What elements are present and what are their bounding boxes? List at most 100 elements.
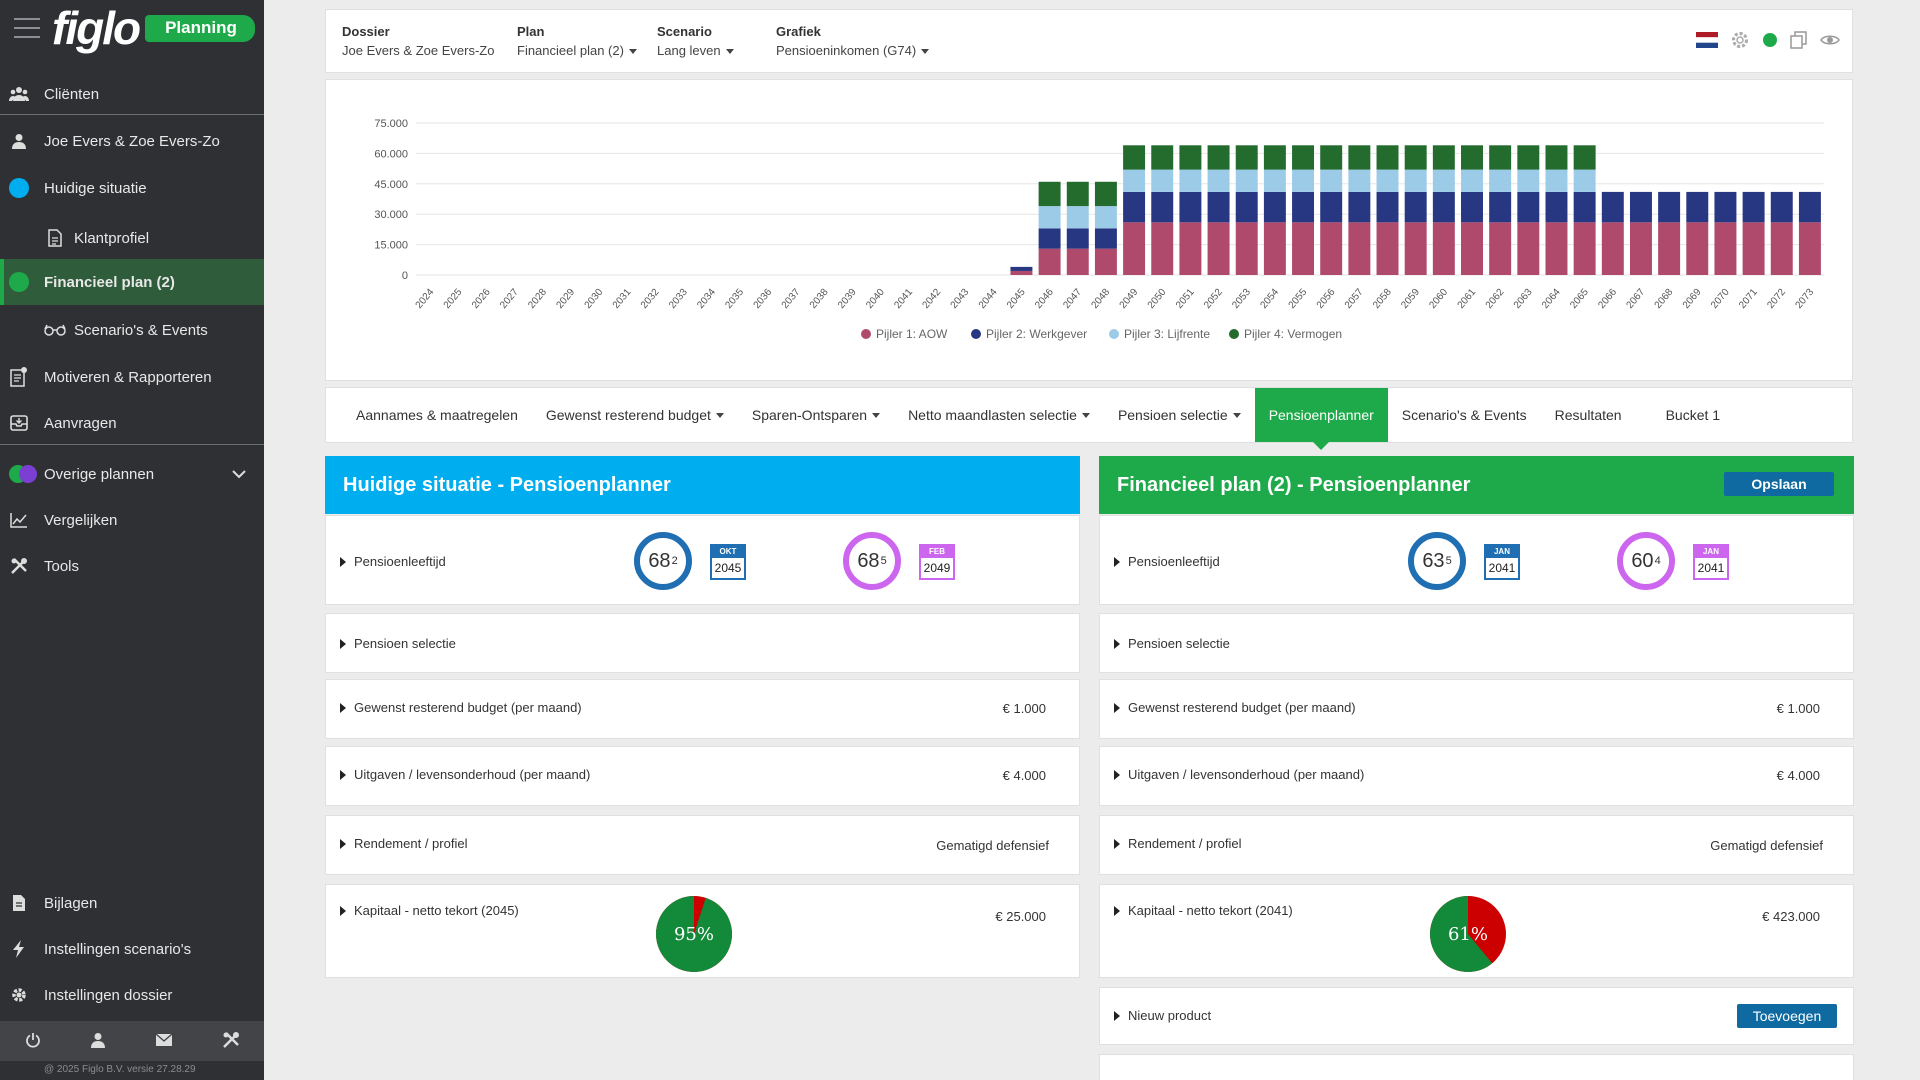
bar-segment xyxy=(1123,145,1146,170)
plan-select[interactable]: Plan Financieel plan (2) xyxy=(517,24,637,58)
save-button[interactable]: Opslaan xyxy=(1724,472,1834,496)
tab-aannames-maatregelen[interactable]: Aannames & maatregelen xyxy=(326,388,532,442)
bolt-icon xyxy=(8,938,30,960)
bar-segment xyxy=(1348,222,1371,275)
tab-pensioenplanner[interactable]: Pensioenplanner xyxy=(1254,388,1388,450)
grafiek-select[interactable]: Grafiek Pensioeninkomen (G74) xyxy=(776,24,930,58)
legend-label: Pijler 2: Werkgever xyxy=(986,327,1087,341)
tab-resultaten[interactable]: Resultaten xyxy=(1541,388,1636,442)
tab-pensioen-selectie[interactable]: Pensioen selectie xyxy=(1104,388,1255,442)
sidebar-item-bijlagen[interactable]: Bijlagen xyxy=(0,887,264,919)
left-rendement-row[interactable]: Rendement / profiel Gematigd defensief xyxy=(325,815,1080,875)
sidebar-item-klantprofiel[interactable]: Klantprofiel xyxy=(0,222,264,254)
expand-arrow-icon[interactable] xyxy=(1114,1010,1120,1021)
sidebar-item-clienten[interactable]: Cliënten xyxy=(0,78,264,110)
sidebar-item-financieel-plan[interactable]: Financieel plan (2) xyxy=(0,259,264,305)
sidebar-item-scenarios-events[interactable]: Scenario's & Events xyxy=(0,314,264,346)
power-icon[interactable] xyxy=(25,1032,41,1051)
toevoegen-button[interactable]: Toevoegen xyxy=(1737,1004,1837,1028)
copy-icon[interactable] xyxy=(1790,31,1808,52)
status-online-icon xyxy=(1762,32,1778,51)
tab-bucket-1[interactable]: Bucket 1 xyxy=(1636,388,1734,442)
bar-segment xyxy=(1263,169,1286,192)
expand-arrow-icon[interactable] xyxy=(1114,838,1120,849)
right-budget-row[interactable]: Gewenst resterend budget (per maand) € 1… xyxy=(1099,679,1854,739)
bar-segment xyxy=(1207,191,1230,223)
x-tick-label: 2060 xyxy=(1427,287,1450,311)
sidebar-item-label: Instellingen dossier xyxy=(44,986,173,1004)
scenario-select[interactable]: Scenario Lang leven xyxy=(657,24,734,58)
bar-segment xyxy=(1292,169,1315,192)
left-pensioenleeftijd-row[interactable]: Pensioenleeftijd 68 2 OKT 2045 68 5 FEB 2049 xyxy=(325,515,1080,605)
sidebar-item-label: Overige plannen xyxy=(44,465,155,483)
bar-segment xyxy=(1404,169,1427,192)
kapitaal-value: € 423.000 xyxy=(1762,909,1820,924)
expand-arrow-icon[interactable] xyxy=(1114,638,1120,649)
x-tick-label: 2038 xyxy=(808,287,831,311)
sidebar-item-instellingen-dossier[interactable]: Instellingen dossier xyxy=(0,979,264,1011)
right-pensioen-selectie-row[interactable]: Pensioen selectie xyxy=(1099,613,1854,673)
bar-segment xyxy=(1798,222,1821,275)
left-pensioen-selectie-row[interactable]: Pensioen selectie xyxy=(325,613,1080,673)
sidebar: figlo Planning Cliënten Joe Evers & Zoe … xyxy=(0,0,264,1080)
right-panel-title-text: Financieel plan (2) - Pensioenplanner xyxy=(1117,473,1471,496)
expand-arrow-icon[interactable] xyxy=(340,838,346,849)
chevron-down-icon[interactable] xyxy=(232,466,246,483)
expand-arrow-icon[interactable] xyxy=(340,638,346,649)
expand-arrow-icon[interactable] xyxy=(1114,702,1120,713)
expand-arrow-icon[interactable] xyxy=(1114,769,1120,780)
left-budget-row[interactable]: Gewenst resterend budget (per maand) € 1… xyxy=(325,679,1080,739)
expand-arrow-icon[interactable] xyxy=(1114,556,1120,567)
y-tick-label: 0 xyxy=(402,270,408,282)
right-rendement-row[interactable]: Rendement / profiel Gematigd defensief xyxy=(1099,815,1854,875)
left-kapitaal-row[interactable]: Kapitaal - netto tekort (2045) 95% € 25.… xyxy=(325,884,1080,978)
grafiek-value: Pensioeninkomen (G74) xyxy=(776,43,917,58)
settings-gear-icon[interactable] xyxy=(1730,30,1750,53)
nieuw-product-label: Nieuw product xyxy=(1128,1008,1212,1023)
menu-icon[interactable] xyxy=(14,18,40,38)
figlo-logo: figlo xyxy=(52,2,141,54)
mail-icon[interactable] xyxy=(155,1032,173,1050)
x-tick-label: 2039 xyxy=(836,287,859,311)
x-tick-label: 2064 xyxy=(1540,287,1563,311)
bar-segment xyxy=(1714,222,1737,275)
expand-arrow-icon[interactable] xyxy=(340,769,346,780)
right-kapitaal-row[interactable]: Kapitaal - netto tekort (2041) 61% € 423… xyxy=(1099,884,1854,978)
right-nieuw-product-row[interactable]: Nieuw product Toevoegen xyxy=(1099,987,1854,1045)
expand-arrow-icon[interactable] xyxy=(1114,905,1120,916)
sidebar-item-aanvragen[interactable]: Aanvragen xyxy=(0,407,264,439)
tools-icon[interactable] xyxy=(222,1031,240,1052)
sidebar-item-label: Klantprofiel xyxy=(74,229,150,247)
bar-segment xyxy=(1489,222,1512,275)
bar-segment xyxy=(1545,191,1568,223)
sidebar-item-overige-plannen[interactable]: Overige plannen xyxy=(0,458,264,490)
sidebar-item-motiveren-rapporteren[interactable]: Motiveren & Rapporteren xyxy=(0,361,264,393)
right-pensioenleeftijd-row[interactable]: Pensioenleeftijd 63 5 JAN 2041 60 4 JAN 2041 xyxy=(1099,515,1854,605)
sidebar-item-tools[interactable]: Tools xyxy=(0,550,264,582)
left-uitgaven-row[interactable]: Uitgaven / levensonderhoud (per maand) €… xyxy=(325,746,1080,806)
user-icon[interactable] xyxy=(90,1032,106,1051)
expand-arrow-icon[interactable] xyxy=(340,556,346,567)
bar-segment xyxy=(1461,191,1483,223)
tab-scenario-s-events[interactable]: Scenario's & Events xyxy=(1388,388,1541,442)
dossier-field[interactable]: Dossier Joe Evers & Zoe Evers-Zo xyxy=(342,24,494,58)
tab-netto-maandlasten-selectie[interactable]: Netto maandlasten selectie xyxy=(894,388,1104,442)
eye-icon[interactable] xyxy=(1820,33,1840,50)
tab-gewenst-resterend-budget[interactable]: Gewenst resterend budget xyxy=(532,388,738,442)
sidebar-item-vergelijken[interactable]: Vergelijken xyxy=(0,504,264,536)
version-text: @ 2025 Figlo B.V. versie 27.28.29 xyxy=(44,1064,196,1075)
expand-arrow-icon[interactable] xyxy=(340,905,346,916)
sidebar-item-instellingen-scenarios[interactable]: Instellingen scenario's xyxy=(0,933,264,965)
right-next-row[interactable] xyxy=(1099,1054,1854,1080)
sidebar-item-huidige-situatie[interactable]: Huidige situatie xyxy=(0,171,264,205)
x-tick-label: 2041 xyxy=(892,287,915,311)
bar-segment xyxy=(1151,191,1174,223)
right-uitgaven-row[interactable]: Uitgaven / levensonderhoud (per maand) €… xyxy=(1099,746,1854,806)
sidebar-item-label: Joe Evers & Zoe Evers-Zo xyxy=(44,132,220,150)
dutch-flag-icon[interactable] xyxy=(1696,32,1718,51)
expand-arrow-icon[interactable] xyxy=(340,702,346,713)
retirement-date-partner2: JAN 2041 xyxy=(1693,544,1729,580)
tab-sparen-ontsparen[interactable]: Sparen-Ontsparen xyxy=(738,388,894,442)
sidebar-item-dossier[interactable]: Joe Evers & Zoe Evers-Zo xyxy=(0,125,264,157)
caret-down-icon xyxy=(1081,412,1090,418)
